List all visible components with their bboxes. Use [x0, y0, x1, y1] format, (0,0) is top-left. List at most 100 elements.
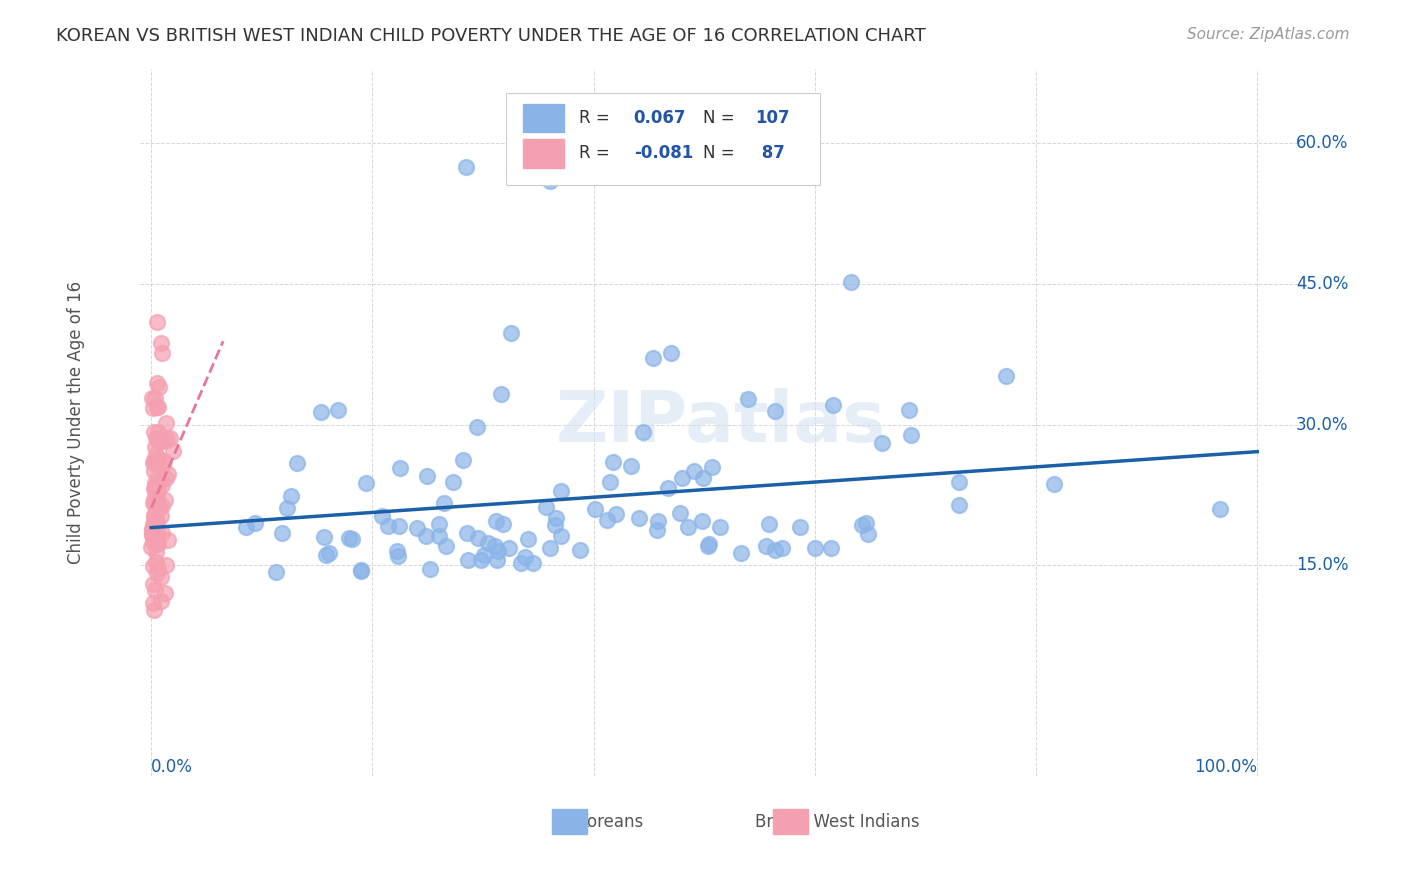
Point — [851, 518, 873, 533]
Point — [287, 456, 309, 470]
Point — [146, 478, 169, 492]
Point — [142, 521, 165, 535]
Point — [156, 432, 179, 446]
Point — [763, 404, 786, 418]
Point — [569, 543, 592, 558]
Point — [544, 511, 567, 525]
Point — [671, 471, 693, 485]
Point — [772, 541, 794, 556]
Point — [820, 541, 842, 556]
Point — [486, 544, 509, 558]
Point — [146, 561, 169, 575]
Text: 30.0%: 30.0% — [1296, 416, 1348, 434]
Point — [280, 489, 302, 503]
Point — [142, 530, 165, 544]
Point — [143, 491, 166, 506]
Point — [389, 460, 412, 475]
Point — [143, 440, 166, 454]
Point — [682, 464, 704, 478]
Point — [142, 508, 165, 522]
Point — [146, 481, 169, 495]
Point — [387, 549, 409, 564]
Point — [737, 392, 759, 406]
Point — [152, 458, 174, 472]
Text: Child Poverty Under the Age of 16: Child Poverty Under the Age of 16 — [67, 281, 86, 564]
Point — [146, 400, 169, 414]
Point — [145, 532, 167, 546]
Point — [633, 425, 655, 440]
Text: 0.067: 0.067 — [634, 109, 686, 127]
Point — [148, 425, 170, 439]
Point — [309, 405, 332, 419]
FancyBboxPatch shape — [506, 94, 820, 186]
Point — [517, 533, 540, 547]
Point — [142, 425, 165, 439]
Point — [243, 516, 266, 530]
Point — [354, 476, 377, 491]
FancyBboxPatch shape — [773, 809, 808, 834]
Point — [143, 479, 166, 493]
Point — [755, 539, 778, 553]
Point — [142, 596, 165, 610]
Point — [142, 558, 165, 573]
Point — [485, 553, 508, 567]
Point — [388, 519, 411, 533]
Point — [143, 464, 166, 478]
Point — [620, 458, 643, 473]
Point — [821, 398, 844, 412]
Point — [350, 562, 373, 576]
Point — [599, 475, 621, 489]
Point — [318, 546, 340, 560]
Point — [538, 541, 561, 556]
Point — [485, 514, 508, 528]
FancyBboxPatch shape — [523, 139, 564, 168]
Point — [419, 562, 441, 576]
Point — [145, 566, 167, 580]
Point — [491, 387, 513, 401]
Point — [467, 531, 489, 545]
Point — [146, 536, 169, 550]
Point — [148, 537, 170, 551]
Point — [501, 326, 523, 341]
Point — [465, 420, 488, 434]
Point — [477, 536, 499, 550]
Point — [143, 603, 166, 617]
Point — [142, 401, 165, 415]
Point — [155, 558, 177, 572]
Point — [153, 493, 176, 508]
Point — [709, 519, 731, 533]
Point — [456, 525, 478, 540]
Point — [142, 517, 165, 532]
Point — [433, 496, 456, 510]
Point — [839, 275, 862, 289]
Point — [150, 472, 173, 486]
Point — [141, 523, 163, 537]
Point — [145, 582, 167, 597]
Point — [149, 508, 172, 523]
Point — [350, 564, 373, 578]
Point — [148, 500, 170, 515]
Point — [146, 484, 169, 499]
Point — [326, 403, 349, 417]
Point — [510, 556, 533, 570]
Point — [538, 174, 561, 188]
Point — [427, 528, 450, 542]
Point — [141, 527, 163, 541]
Point — [141, 457, 163, 471]
Point — [153, 586, 176, 600]
Point — [266, 565, 288, 579]
Point — [550, 484, 572, 499]
Text: 0.0%: 0.0% — [152, 757, 193, 776]
Point — [515, 550, 537, 565]
Point — [472, 548, 495, 562]
Point — [855, 516, 877, 530]
Point — [596, 513, 619, 527]
Text: 100.0%: 100.0% — [1194, 757, 1257, 776]
Point — [162, 443, 184, 458]
Point — [1043, 477, 1066, 491]
Text: 60.0%: 60.0% — [1296, 135, 1348, 153]
Point — [146, 498, 169, 512]
Point — [543, 517, 565, 532]
Point — [522, 556, 544, 570]
Point — [143, 391, 166, 405]
